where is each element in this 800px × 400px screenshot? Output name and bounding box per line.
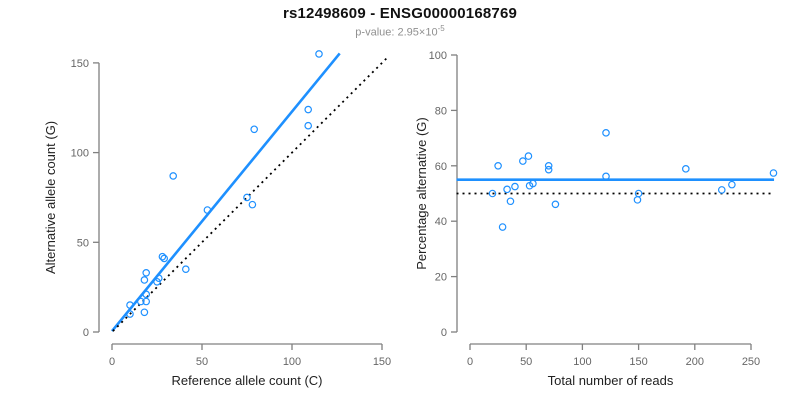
y-axis-title: Alternative allele count (G) [43, 121, 58, 274]
data-point [511, 182, 519, 191]
data-point [506, 197, 515, 206]
x-axis-title: Reference allele count (C) [171, 373, 322, 388]
data-point [126, 301, 134, 309]
figure-title: rs12498609 - ENSG00000168769 [282, 5, 518, 22]
data-point [169, 172, 178, 180]
data-point [304, 105, 313, 114]
data-point [503, 185, 511, 194]
data-point [602, 172, 610, 181]
identity-line [112, 55, 389, 332]
data-point [140, 308, 149, 317]
x-axis-title: Total number of reads [548, 373, 674, 388]
data-point [182, 265, 190, 274]
data-point [633, 196, 642, 204]
data-point [769, 169, 778, 177]
data-point [153, 277, 161, 286]
data-point [126, 310, 134, 318]
x-tick-label: 200 [686, 356, 704, 368]
data-point [544, 165, 553, 174]
y-tick-label: 0 [441, 327, 447, 339]
data-point [140, 276, 149, 284]
data-point [315, 50, 323, 58]
data-point [488, 189, 497, 198]
data-point [602, 129, 610, 137]
left-scatter-panel: 0 50 100 150 0 50 100 150 Reference allele count… [43, 50, 391, 388]
y-tick-label: 40 [435, 216, 447, 228]
data-point [529, 179, 537, 188]
data-point [524, 152, 533, 160]
y-tick-label: 50 [77, 237, 89, 249]
x-tick-label: 150 [629, 356, 647, 368]
data-point [682, 165, 690, 173]
data-point [728, 180, 736, 189]
x-tick-label: 50 [520, 356, 532, 368]
data-point [158, 252, 167, 261]
data-point [243, 193, 251, 202]
data-point [551, 200, 560, 209]
x-tick-label: 100 [283, 356, 301, 368]
data-point [544, 162, 553, 170]
data-point [494, 162, 502, 170]
data-point [250, 125, 259, 134]
y-tick-label: 150 [71, 58, 89, 70]
data-point [498, 223, 507, 231]
y-axis-title: Percentage alternative (G) [414, 117, 429, 269]
x-tick-label: 0 [109, 356, 115, 368]
data-point [717, 186, 726, 194]
data-point [203, 206, 212, 214]
data-point [142, 268, 151, 277]
y-tick-label: 100 [429, 50, 447, 62]
data-point [519, 157, 527, 165]
x-tick-label: 150 [373, 356, 391, 368]
x-tick-label: 250 [742, 356, 760, 368]
y-tick-label: 80 [435, 105, 447, 117]
y-tick-label: 20 [435, 272, 447, 284]
x-tick-label: 50 [196, 356, 208, 368]
data-point [160, 254, 169, 263]
y-tick-label: 0 [83, 327, 89, 339]
data-point [304, 121, 313, 130]
y-tick-label: 100 [71, 148, 89, 160]
x-tick-label: 0 [467, 356, 473, 368]
p-value-label: p-value: 2.95×10 [355, 26, 438, 39]
data-point [142, 297, 151, 306]
data-point [137, 297, 145, 306]
right-scatter-panel: 0 20 40 60 80 100 0 50 100 150 200 250 Total number … [414, 50, 778, 388]
data-point [142, 290, 151, 299]
data-point [248, 200, 257, 209]
y-tick-label: 60 [435, 161, 447, 173]
fit-line [110, 52, 341, 332]
data-point [634, 189, 643, 198]
p-value-subtitle: p-value: 2.95×10-5 [0, 24, 800, 39]
p-value-exponent: -5 [437, 24, 445, 33]
data-point [155, 274, 163, 282]
x-tick-label: 100 [573, 356, 591, 368]
